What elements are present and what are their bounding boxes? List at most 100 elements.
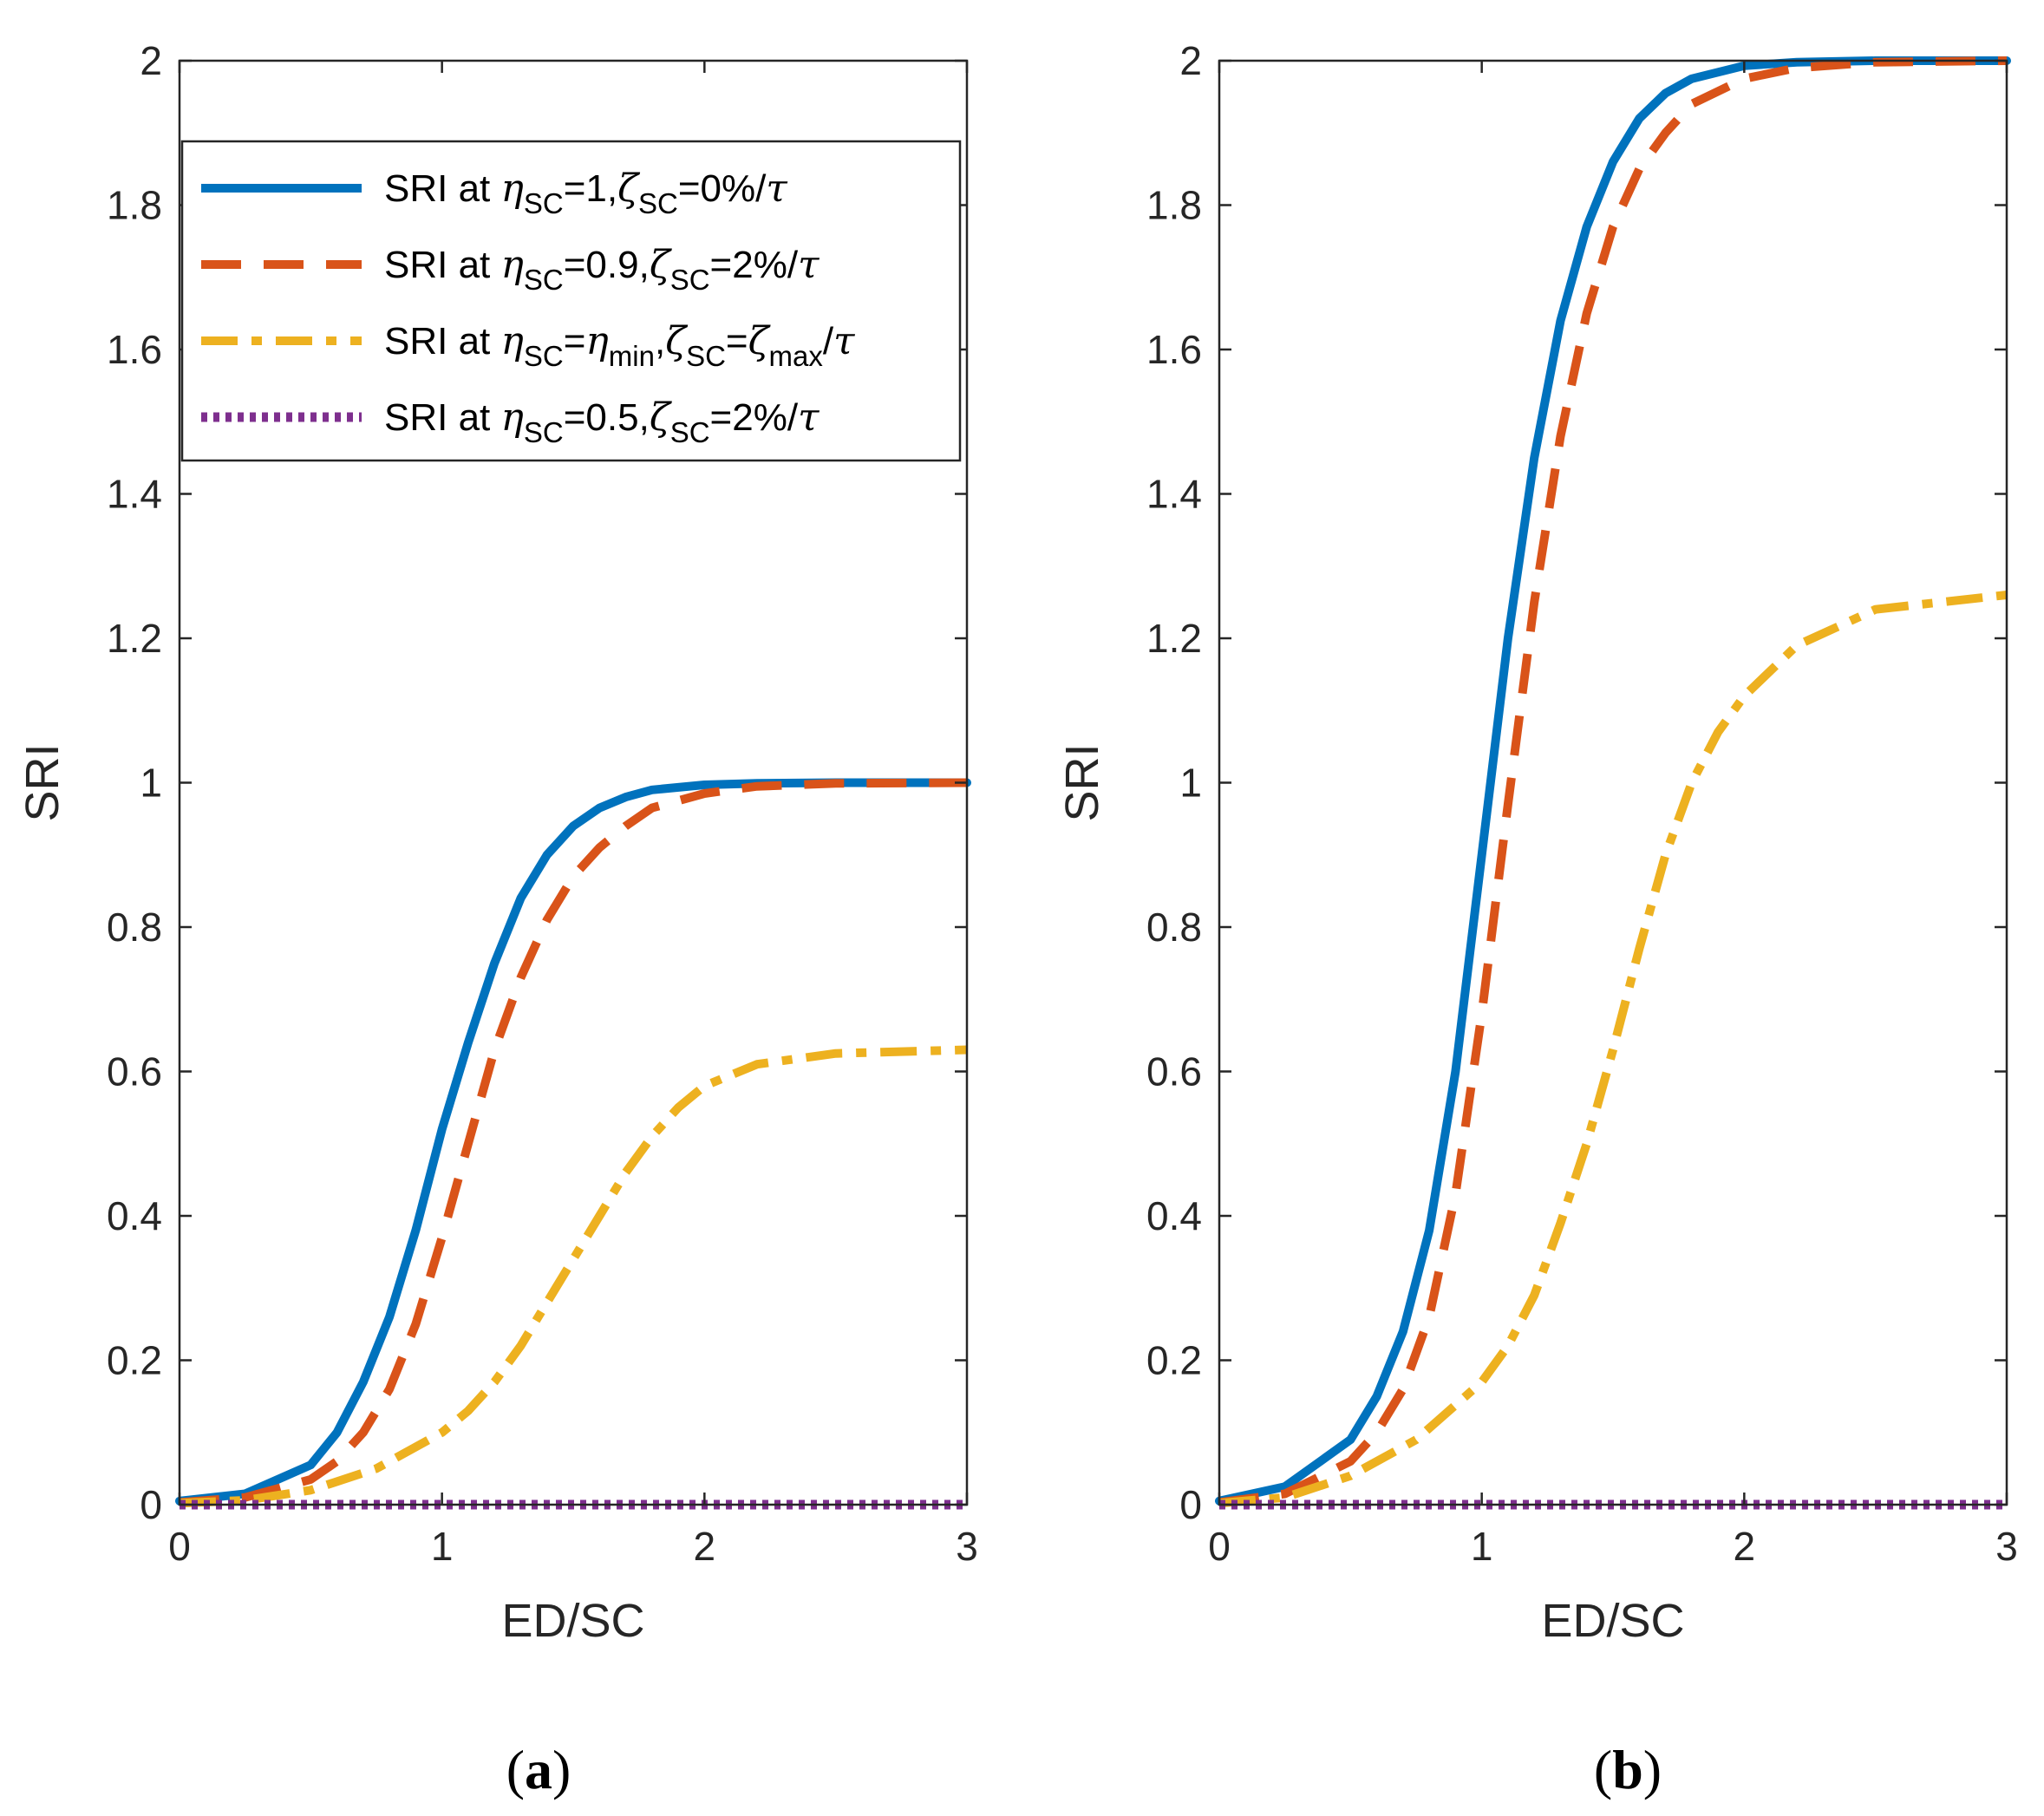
eta-value: 1: [585, 167, 606, 210]
y-axis-title: SRI: [1056, 743, 1108, 821]
x-tick-label: 1: [431, 1524, 454, 1569]
chart-panel-b: 0 0.2 0.4 0.6 0.8 1 1.2 1.4 1.6 1.8 2 0 1 2 3 ED/SC SRI (…: [1056, 38, 2018, 1800]
slash: /: [823, 320, 834, 363]
x-tick-label: 3: [1995, 1524, 2018, 1569]
y-tick-label: 1.2: [107, 616, 162, 661]
eta-value-subscript: min: [609, 340, 655, 372]
tau-symbol: τ: [766, 167, 787, 211]
zeta-value: ζ: [748, 319, 772, 363]
eta-symbol: η: [501, 243, 524, 287]
tau-symbol: τ: [798, 243, 820, 287]
y-tick-label: 0: [1179, 1482, 1202, 1527]
y-tick-label: 1.4: [1146, 472, 1202, 517]
zeta-symbol: ζ: [617, 167, 641, 211]
tau-symbol: τ: [833, 319, 855, 363]
comma: ,: [655, 320, 665, 363]
caption-paren: (: [506, 1739, 525, 1800]
y-tick-label: 1.6: [107, 327, 162, 372]
legend-prefix: SRI at: [384, 244, 501, 286]
comma: ,: [607, 167, 617, 210]
y-tick-label: 0.4: [107, 1193, 162, 1238]
zeta-subscript: SC: [686, 340, 726, 372]
y-tick-label: 1.8: [107, 183, 162, 228]
x-tick-label: 0: [1208, 1524, 1231, 1569]
legend-label: SRI at ηSC=0.9,ζSC=2%/τ: [384, 243, 820, 296]
x-tick-label: 1: [1471, 1524, 1493, 1569]
equals-sign: =: [710, 244, 733, 286]
legend-label: SRI at ηSC=0.5,ζSC=2%/τ: [384, 395, 820, 448]
slash: /: [755, 167, 767, 210]
y-tick-label: 1: [140, 761, 162, 806]
legend-box: [180, 140, 962, 462]
y-tick-label: 0.4: [1146, 1193, 1202, 1238]
caption-letter: a: [525, 1739, 552, 1800]
series-line-dashed: [179, 778, 968, 1507]
x-tick-label: 2: [694, 1524, 716, 1569]
caption-paren: (: [1594, 1739, 1612, 1800]
x-axis-title: ED/SC: [1541, 1595, 1684, 1647]
slash: /: [787, 396, 799, 439]
eta-value: 0.9: [585, 244, 638, 286]
eta-subscript: SC: [524, 416, 564, 448]
y-tick-label: 1.4: [107, 472, 162, 517]
legend-label: SRI at ηSC=ηmin,ζSC=ζmax/τ: [384, 319, 855, 372]
x-tick-label: 2: [1734, 1524, 1756, 1569]
eta-value: η: [585, 319, 608, 363]
comma: ,: [639, 396, 650, 439]
eta-value: 0.5: [585, 396, 638, 439]
y-tick-label: 0.2: [1146, 1338, 1202, 1383]
tau-symbol: τ: [798, 395, 820, 440]
legend-label: SRI at ηSC=1,ζSC=0%/τ: [384, 167, 787, 219]
x-tick-label: 0: [168, 1524, 191, 1569]
eta-symbol: η: [501, 167, 524, 211]
zeta-symbol: ζ: [650, 243, 673, 287]
x-tick-label: 3: [956, 1524, 978, 1569]
y-tick-label: 1.8: [1146, 183, 1202, 228]
y-axis-title: SRI: [16, 743, 69, 821]
y-tick-label: 2: [140, 38, 162, 83]
series-line-solid: [175, 778, 971, 1506]
equals-sign: =: [710, 396, 733, 439]
equals-sign: =: [564, 167, 586, 210]
legend-prefix: SRI at: [384, 167, 501, 210]
zeta-value: 2%: [732, 396, 787, 439]
caption-letter: b: [1612, 1739, 1643, 1800]
zeta-value-subscript: max: [768, 340, 823, 372]
caption-paren: ): [1643, 1739, 1662, 1800]
y-tick-label: 0.6: [1146, 1049, 1202, 1094]
zeta-symbol: ζ: [665, 319, 689, 363]
caption-paren: ): [552, 1739, 571, 1800]
eta-subscript: SC: [524, 264, 564, 296]
panel-caption: (a): [506, 1739, 571, 1800]
series-line-dashdot: [1218, 591, 2008, 1508]
equals-sign: =: [564, 396, 586, 439]
eta-subscript: SC: [524, 187, 564, 219]
zeta-subscript: SC: [670, 264, 710, 296]
zeta-symbol: ζ: [650, 395, 673, 440]
y-tick-label: 1.6: [1146, 327, 1202, 372]
y-tick-label: 0.8: [1146, 905, 1202, 950]
plot-area: [1219, 61, 2007, 1505]
y-tick-label: 0: [140, 1482, 162, 1527]
y-tick-label: 1: [1179, 761, 1202, 806]
y-tick-label: 0.8: [107, 905, 162, 950]
zeta-value: 2%: [732, 244, 787, 286]
equals-sign: =: [564, 320, 586, 363]
zeta-value: 0%: [701, 167, 756, 210]
comma: ,: [639, 244, 650, 286]
y-tick-label: 2: [1179, 38, 1202, 83]
y-tick-label: 1.2: [1146, 616, 1202, 661]
legend-prefix: SRI at: [384, 396, 501, 439]
eta-symbol: η: [501, 395, 524, 440]
x-axis-title: ED/SC: [501, 1595, 644, 1647]
zeta-subscript: SC: [670, 416, 710, 448]
panel-caption: (b): [1594, 1739, 1662, 1800]
slash: /: [787, 244, 799, 286]
eta-subscript: SC: [524, 340, 564, 372]
equals-sign: =: [678, 167, 701, 210]
series-line-solid: [1215, 56, 2011, 1506]
equals-sign: =: [726, 320, 748, 363]
equals-sign: =: [564, 244, 586, 286]
